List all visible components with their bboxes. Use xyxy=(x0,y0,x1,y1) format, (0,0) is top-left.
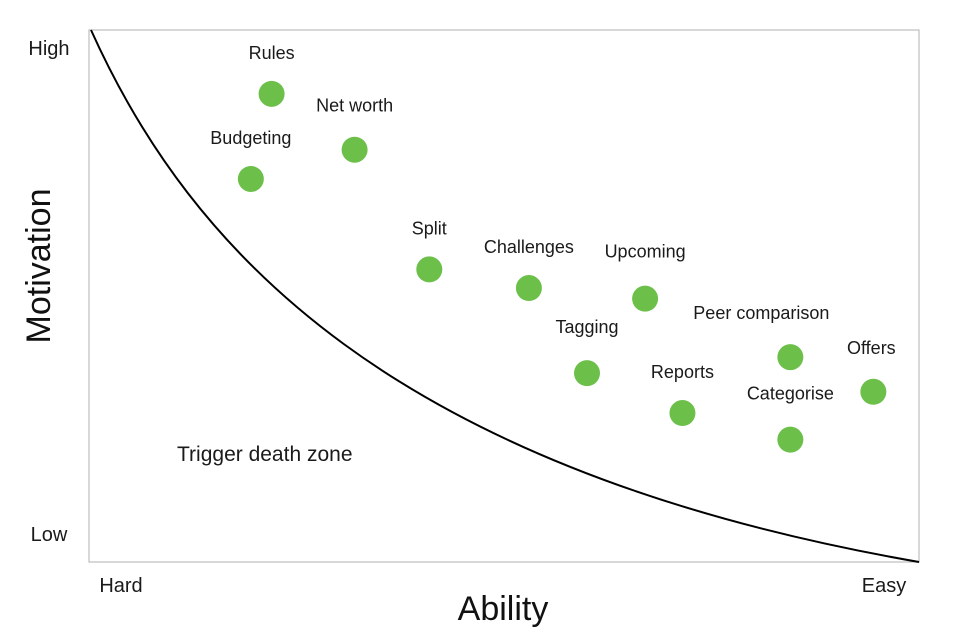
point-peer-comparison xyxy=(777,344,804,371)
point-upcoming xyxy=(632,285,659,312)
point-challenges xyxy=(515,275,542,302)
point-label-net-worth: Net worth xyxy=(316,96,393,116)
point-offers xyxy=(860,378,887,405)
x-tick-hard: Hard xyxy=(99,575,142,597)
point-label-categorise: Categorise xyxy=(747,384,834,404)
point-label-rules: Rules xyxy=(249,43,295,63)
y-axis-title: Motivation xyxy=(20,189,58,344)
point-budgeting xyxy=(237,165,264,192)
point-label-reports: Reports xyxy=(651,362,714,382)
point-reports xyxy=(669,400,696,427)
data-points: Rules Net worth Budgeting Split Challenges Up… xyxy=(210,43,896,453)
trigger-death-zone-label: Trigger death zone xyxy=(177,443,353,466)
point-rules xyxy=(258,80,285,107)
plot-frame xyxy=(88,29,920,563)
point-label-budgeting: Budgeting xyxy=(210,128,291,148)
x-axis-title: Ability xyxy=(458,590,549,628)
point-net-worth xyxy=(341,136,368,163)
x-tick-easy: Easy xyxy=(862,575,906,597)
point-categorise xyxy=(777,426,804,453)
point-label-split: Split xyxy=(412,218,447,238)
trade-off-curve xyxy=(90,29,920,563)
point-split xyxy=(416,256,443,283)
point-label-peer-comparison: Peer comparison xyxy=(693,303,829,323)
y-tick-low: Low xyxy=(31,524,68,546)
y-tick-high: High xyxy=(28,38,69,60)
point-tagging xyxy=(574,360,600,387)
point-label-offers: Offers xyxy=(847,338,896,358)
point-label-tagging: Tagging xyxy=(555,317,618,337)
point-label-challenges: Challenges xyxy=(484,237,574,257)
point-label-upcoming: Upcoming xyxy=(605,242,686,262)
